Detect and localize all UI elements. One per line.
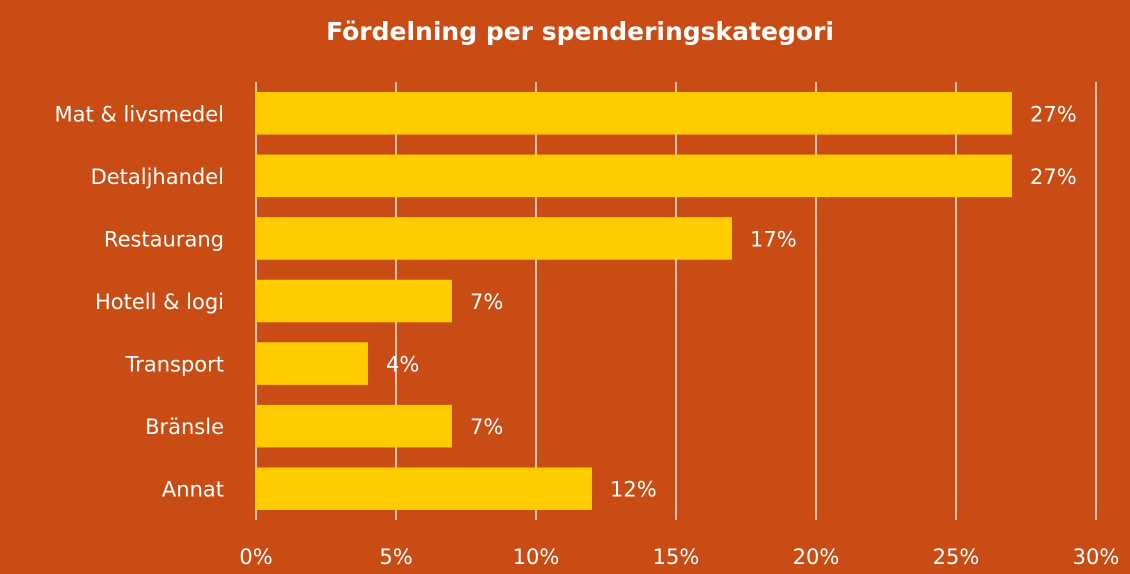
- chart-title: Fördelning per spenderingskategori: [326, 17, 834, 46]
- x-tick-label: 5%: [379, 545, 412, 569]
- y-tick-label: Annat: [162, 478, 224, 502]
- bar: [256, 154, 1012, 198]
- bar: [256, 92, 1012, 135]
- data-label: 27%: [1030, 102, 1077, 126]
- data-label: 17%: [750, 227, 797, 251]
- y-tick-label: Transport: [124, 353, 224, 377]
- bar: [256, 217, 732, 260]
- data-label: 12%: [610, 478, 657, 502]
- y-tick-label: Bränsle: [145, 415, 224, 439]
- data-label: 7%: [470, 415, 503, 439]
- x-tick-label: 0%: [239, 545, 272, 569]
- bar: [256, 342, 368, 385]
- x-tick-label: 30%: [1073, 545, 1120, 569]
- data-label: 4%: [386, 353, 419, 377]
- x-tick-label: 25%: [933, 545, 980, 569]
- y-tick-label: Restaurang: [104, 227, 224, 251]
- data-label: 27%: [1030, 165, 1077, 189]
- x-tick-label: 20%: [793, 545, 840, 569]
- bar: [256, 467, 592, 510]
- bar: [256, 404, 452, 448]
- bar: [256, 279, 452, 323]
- x-tick-label: 15%: [653, 545, 700, 569]
- x-tick-label: 10%: [513, 545, 560, 569]
- data-label: 7%: [470, 290, 503, 314]
- y-tick-label: Detaljhandel: [91, 165, 224, 189]
- y-tick-label: Mat & livsmedel: [55, 102, 224, 126]
- y-tick-label: Hotell & logi: [95, 290, 224, 314]
